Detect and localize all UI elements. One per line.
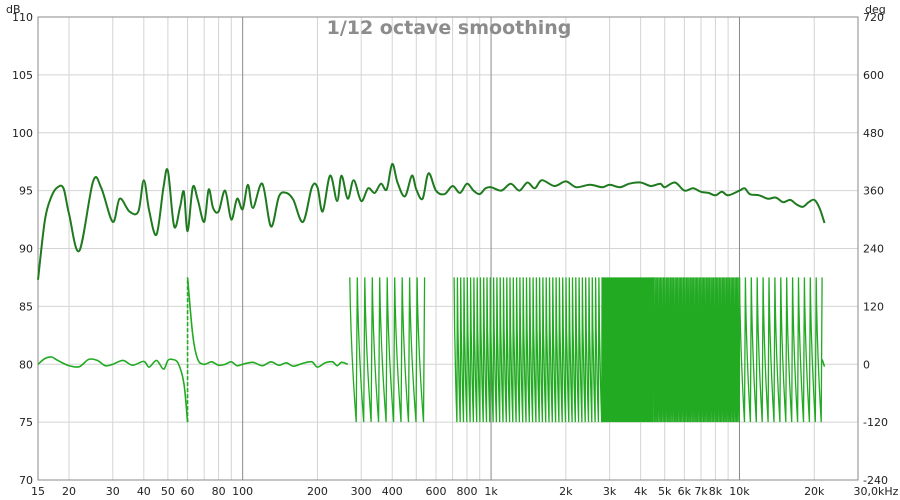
y-tick-label-right: 360 <box>863 185 884 198</box>
chart-title: 1/12 octave smoothing <box>327 17 572 39</box>
y-tick-label-right: 600 <box>863 69 884 82</box>
x-tick-label: 3k <box>603 485 617 498</box>
series-group <box>37 162 826 423</box>
phase-wrap-band <box>349 277 426 423</box>
y-tick-labels-left: 70 75 80 85 90 95 100 105 110 <box>12 11 33 487</box>
x-tick-label: 30,0kHz <box>854 485 899 498</box>
y-tick-label-left: 95 <box>19 185 33 198</box>
phase-wrap-band <box>453 277 603 423</box>
x-tick-label: 30 <box>106 485 120 498</box>
y-tick-label-right: -240 <box>863 474 888 487</box>
x-tick-label: 40 <box>137 485 151 498</box>
x-tick-label: 5k <box>658 485 672 498</box>
phase-line-segment <box>186 277 349 368</box>
y-tick-label-left: 80 <box>19 358 33 371</box>
x-tick-label: 10k <box>729 485 750 498</box>
y-tick-label-right: 0 <box>863 358 870 371</box>
y-tick-label-left: 85 <box>19 300 33 313</box>
phase-wrap-band <box>601 277 654 423</box>
x-tick-label: 2k <box>559 485 573 498</box>
phase-tail <box>821 359 826 367</box>
left-axis-unit: dB <box>6 3 21 16</box>
y-tick-label-left: 105 <box>12 69 33 82</box>
y-tick-label-right: 120 <box>863 300 884 313</box>
y-tick-label-left: 110 <box>12 11 33 24</box>
x-tick-label: 300 <box>351 485 372 498</box>
y-tick-label-right: 480 <box>863 127 884 140</box>
x-tick-labels: 15 20 30 40 50 60 80 100 200 300 400 600 800 1k 2k 3k 4k… <box>31 485 899 498</box>
y-tick-label-right: 720 <box>863 11 884 24</box>
x-tick-label: 800 <box>456 485 477 498</box>
x-tick-label: 6k <box>678 485 692 498</box>
y-tick-label-left: 70 <box>19 474 33 487</box>
y-tick-label-left: 100 <box>12 127 33 140</box>
x-tick-label: 400 <box>382 485 403 498</box>
y-tick-labels-right: -240 -120 0 120 240 360 480 600 720 <box>863 11 888 487</box>
phase-line-segment <box>37 356 189 423</box>
x-tick-label: 600 <box>425 485 446 498</box>
y-tick-label-right: 240 <box>863 243 884 256</box>
x-tick-label: 20 <box>62 485 76 498</box>
x-tick-label: 1k <box>484 485 498 498</box>
magnitude-line <box>37 162 826 280</box>
y-tick-label-right: -120 <box>863 416 888 429</box>
x-tick-label: 7k <box>694 485 708 498</box>
x-tick-label: 4k <box>634 485 648 498</box>
x-tick-label: 15 <box>31 485 45 498</box>
x-tick-label: 50 <box>161 485 175 498</box>
right-axis-unit: deg <box>865 3 886 16</box>
x-tick-label: 8k <box>709 485 723 498</box>
x-tick-label: 80 <box>212 485 226 498</box>
y-tick-label-left: 75 <box>19 416 33 429</box>
x-tick-label: 100 <box>232 485 253 498</box>
y-tick-label-left: 90 <box>19 243 33 256</box>
phase-wrap-band <box>652 277 741 423</box>
x-tick-label: 200 <box>307 485 328 498</box>
x-tick-label: 20k <box>804 485 825 498</box>
phase-wrap-band <box>738 277 823 423</box>
x-tick-label: 60 <box>181 485 195 498</box>
plot-frame <box>37 16 859 481</box>
